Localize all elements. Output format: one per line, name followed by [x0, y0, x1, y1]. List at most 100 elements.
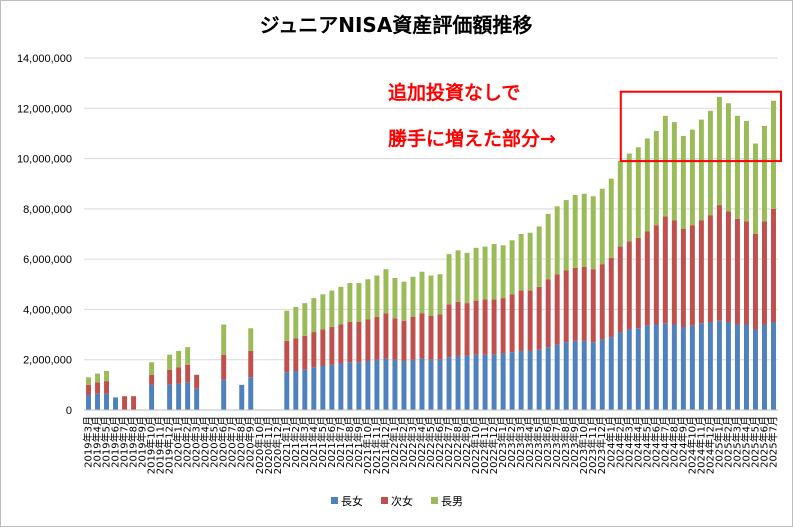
x-tick-label: 2024年1月 [604, 416, 617, 468]
bar-segment [680, 327, 686, 410]
bar-segment [464, 355, 470, 410]
x-tick-label: 2023年10月 [577, 416, 590, 474]
bar-segment [762, 221, 767, 325]
x-tick-label: 2020年1月 [172, 416, 185, 468]
bar-segment [590, 196, 596, 270]
bar-segment [284, 340, 290, 373]
x-tick-label: 2019年9月 [136, 416, 149, 468]
bar-segment [707, 110, 713, 216]
x-tick-label: 2022年9月 [460, 416, 473, 468]
bar-segment [599, 339, 605, 410]
bar-segment [410, 359, 416, 410]
bar-segment [762, 324, 767, 410]
x-tick-label: 2025年5月 [748, 416, 761, 468]
bar-segment [518, 290, 524, 351]
bar-segment [473, 354, 479, 410]
bar-segment [365, 279, 371, 320]
bar-segment [185, 364, 191, 383]
bar-segment [626, 329, 632, 410]
x-tick-label: 2020年4月 [199, 416, 212, 468]
x-tick-label: 2019年7月 [118, 416, 131, 468]
bar-segment [653, 130, 659, 226]
bar-segment [338, 324, 344, 364]
x-tick-label: 2022年8月 [451, 416, 464, 468]
bar-segment [572, 340, 578, 410]
bar-segment [248, 377, 254, 410]
bar-segment [563, 342, 569, 410]
x-tick-label: 2019年8月 [127, 416, 140, 468]
bar-segment [644, 138, 650, 232]
bar-segment [617, 246, 623, 333]
bar-segment [392, 318, 398, 360]
bar-segment [581, 340, 587, 410]
bar-segment [626, 241, 632, 330]
bar-segment [617, 161, 623, 247]
bar-segment [374, 316, 380, 360]
x-tick-label: 2022年11月 [478, 416, 491, 474]
bar-segment [437, 314, 443, 360]
bar-segment [194, 374, 200, 389]
bar-segment [419, 358, 425, 410]
bar-segment [689, 325, 695, 410]
bar-segment [122, 396, 128, 410]
bar-segment [725, 322, 731, 410]
highlight-box [619, 90, 783, 163]
bar-segment [518, 234, 524, 291]
x-tick-label: 2023年5月 [532, 416, 545, 468]
x-tick-label: 2019年5月 [100, 416, 113, 468]
bar-segment [689, 129, 695, 226]
bar-segment [752, 329, 758, 410]
x-tick-label: 2020年3月 [190, 416, 203, 468]
bar-segment [95, 393, 100, 410]
x-tick-label: 2021年11月 [370, 416, 383, 474]
bar-segment [653, 225, 659, 325]
bar-segment [482, 354, 488, 410]
bar-segment [329, 290, 335, 328]
bar-segment [311, 332, 317, 368]
x-tick-label: 2022年6月 [433, 416, 446, 468]
x-tick-label: 2025年1月 [712, 416, 725, 468]
x-tick-label: 2023年8月 [559, 416, 572, 468]
bar-segment [482, 246, 488, 300]
x-tick-label: 2024年3月 [622, 416, 635, 468]
x-tick-label: 2022年4月 [415, 416, 428, 468]
x-tick-label: 2021年1月 [280, 416, 293, 468]
x-tick-label: 2021年2月 [289, 416, 302, 468]
bar-segment [581, 193, 587, 267]
bar-segment [194, 388, 200, 410]
bar-segment [293, 371, 299, 410]
bar-segment [536, 349, 542, 410]
bar-segment [644, 325, 650, 410]
bar-segment [671, 324, 677, 410]
bar-segment [302, 303, 308, 336]
bar-segment [500, 245, 506, 299]
bar-segment [167, 384, 173, 410]
x-tick-label: 2020年6月 [217, 416, 230, 468]
x-tick-label: 2020年2月 [181, 416, 194, 468]
bar-segment [653, 324, 659, 410]
bar-segment [374, 359, 380, 410]
bar-segment [149, 384, 155, 410]
bar-segment [635, 328, 641, 410]
bar-segment [536, 226, 542, 287]
bar-segment [716, 205, 722, 321]
x-tick-label: 2025年7月 [766, 416, 779, 468]
bar-segment [662, 216, 668, 324]
x-tick-label: 2023年7月 [550, 416, 563, 468]
bar-segment [608, 178, 614, 258]
bar-segment [491, 299, 497, 355]
bar-segment [428, 275, 434, 316]
bar-segment [365, 360, 371, 410]
x-tick-label: 2020年7月 [226, 416, 239, 468]
x-tick-label: 2020年10月 [253, 416, 266, 474]
bar-segment [383, 313, 389, 359]
bar-segment [491, 354, 497, 410]
bar-segment [302, 369, 308, 410]
x-tick-label: 2022年2月 [397, 416, 410, 468]
x-tick-label: 2025年4月 [739, 416, 752, 468]
x-tick-label: 2023年2月 [505, 416, 518, 468]
bar-segment [545, 347, 551, 410]
bar-segment [635, 237, 641, 329]
bar-segment [401, 320, 407, 361]
